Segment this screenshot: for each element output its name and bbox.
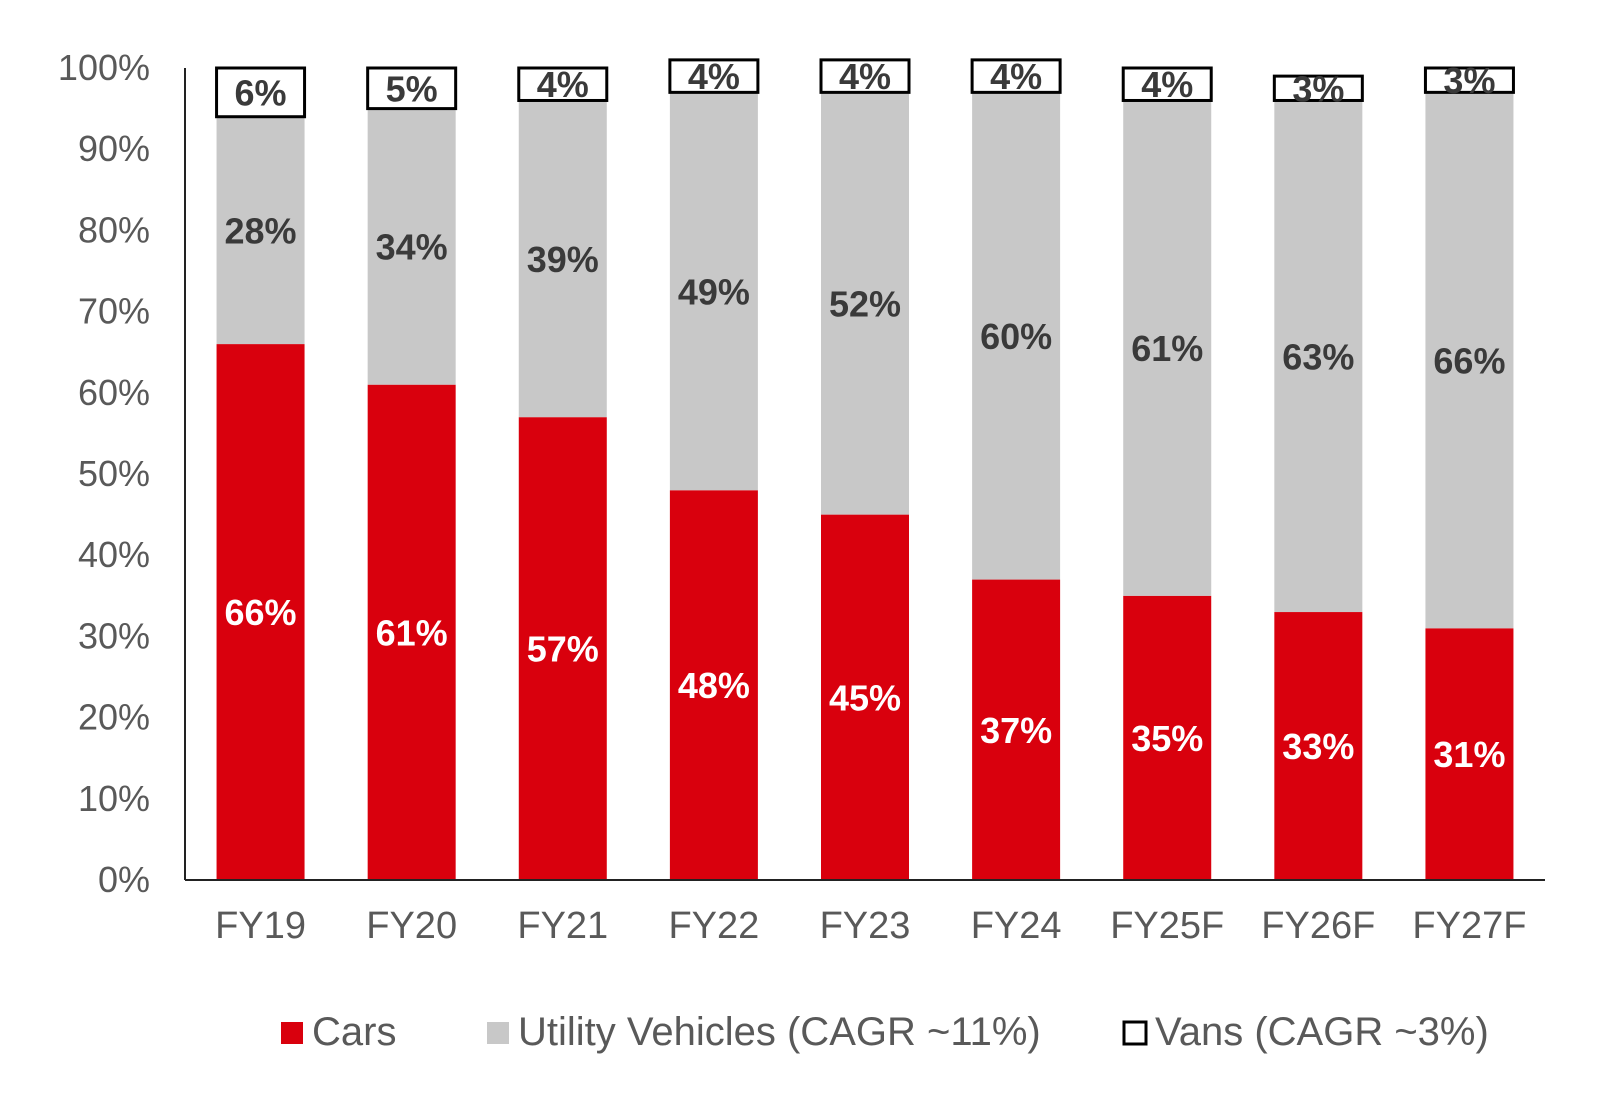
bar-cars-fy21	[518, 417, 607, 880]
bar-cars-fy24	[972, 579, 1061, 880]
bar-vans-fy22	[668, 58, 760, 94]
y-tick-label-0: 0%	[98, 859, 150, 900]
y-tick-label-7: 70%	[78, 291, 150, 332]
bar-cars-fy27f	[1425, 628, 1514, 880]
data-label-utility-vehicles-fy21: 39%	[527, 239, 599, 280]
data-label-vans-fy21: 4%	[537, 64, 589, 105]
bar-cars-fy23	[821, 514, 909, 880]
data-label-cars-fy21: 57%	[527, 629, 599, 670]
legend: Cars Utility Vehicles (CAGR ~11%) Vans (CA…	[281, 1010, 1489, 1054]
bar-utility-vehicles-fy24	[972, 92, 1061, 580]
data-label-utility-vehicles-fy27f: 66%	[1433, 340, 1505, 381]
labels-layer: 66% 28% 6% FY19 61% 34% 5% FY20 57% 39% 4% FY21 48% 4…	[215, 56, 1526, 947]
y-tick-label-1: 10%	[78, 778, 150, 819]
data-label-vans-fy19: 6%	[235, 72, 287, 113]
x-tick-label-fy19: FY19	[215, 905, 306, 947]
x-tick-label-fy26f: FY26F	[1261, 905, 1375, 947]
bar-vans-fy24	[970, 58, 1062, 94]
y-tick-label-5: 50%	[78, 453, 150, 494]
bar-vans-fy27f	[1423, 66, 1515, 94]
data-label-cars-fy26f: 33%	[1282, 726, 1354, 767]
y-tick-label-9: 90%	[78, 128, 150, 169]
bar-vans-fy26f	[1272, 74, 1364, 102]
legend-label-utility-vehicles: Utility Vehicles (CAGR ~11%)	[518, 1010, 1041, 1054]
bar-cars-fy25f	[1123, 595, 1212, 880]
data-label-utility-vehicles-fy23: 52%	[829, 283, 901, 324]
y-tick-label-4: 40%	[78, 534, 150, 575]
data-label-cars-fy23: 45%	[829, 677, 901, 718]
data-label-vans-fy26f: 3%	[1292, 68, 1344, 109]
bar-utility-vehicles-fy23	[821, 92, 909, 515]
bar-vans-fy23	[819, 58, 911, 94]
data-label-utility-vehicles-fy26f: 63%	[1282, 336, 1354, 377]
data-label-vans-fy22: 4%	[688, 56, 740, 97]
y-tick-label-3: 30%	[78, 615, 150, 656]
x-tick-label-fy20: FY20	[366, 905, 457, 947]
data-label-vans-fy24: 4%	[990, 56, 1042, 97]
data-label-cars-fy24: 37%	[980, 710, 1052, 751]
bar-vans-fy19	[215, 66, 307, 119]
bar-cars-fy20	[367, 384, 456, 880]
data-label-cars-fy27f: 31%	[1433, 734, 1505, 775]
data-label-vans-fy27f: 3%	[1443, 60, 1495, 101]
y-tick-label-2: 20%	[78, 697, 150, 738]
bar-cars-fy19	[216, 344, 305, 881]
data-label-vans-fy25f: 4%	[1141, 64, 1193, 105]
legend-item-cars: Cars	[281, 1010, 396, 1054]
data-label-cars-fy25f: 35%	[1131, 718, 1203, 759]
bar-utility-vehicles-fy21	[518, 100, 607, 418]
bar-vans-fy21	[517, 66, 609, 102]
data-label-cars-fy19: 66%	[225, 592, 297, 633]
bar-utility-vehicles-fy26f	[1274, 100, 1363, 613]
data-label-utility-vehicles-fy20: 34%	[376, 227, 448, 268]
x-tick-label-fy27f: FY27F	[1412, 905, 1526, 947]
bar-utility-vehicles-fy22	[669, 92, 758, 491]
legend-label-vans: Vans (CAGR ~3%)	[1155, 1010, 1489, 1054]
x-tick-label-fy21: FY21	[517, 905, 608, 947]
x-tick-label-fy25f: FY25F	[1110, 905, 1224, 947]
legend-item-utility-vehicles: Utility Vehicles (CAGR ~11%)	[487, 1010, 1041, 1054]
axes-layer: 0% 10% 20% 30% 40% 50% 60% 70% 80% 90% 100%	[58, 47, 1545, 900]
bar-utility-vehicles-fy19	[216, 116, 305, 345]
x-tick-label-fy23: FY23	[820, 905, 911, 947]
bars-layer	[215, 58, 1515, 881]
data-label-cars-fy22: 48%	[678, 665, 750, 706]
bar-utility-vehicles-fy25f	[1123, 100, 1212, 596]
x-tick-label-fy24: FY24	[971, 905, 1062, 947]
y-tick-label-10: 100%	[58, 47, 150, 88]
y-tick-label-6: 60%	[78, 372, 150, 413]
legend-label-cars: Cars	[312, 1010, 396, 1054]
bar-cars-fy26f	[1274, 612, 1363, 880]
data-label-utility-vehicles-fy19: 28%	[225, 210, 297, 251]
bar-vans-fy20	[366, 66, 458, 111]
legend-swatch-utility-vehicles	[487, 1022, 509, 1044]
data-label-utility-vehicles-fy25f: 61%	[1131, 328, 1203, 369]
x-tick-label-fy22: FY22	[668, 905, 759, 947]
data-label-cars-fy20: 61%	[376, 612, 448, 653]
legend-item-vans: Vans (CAGR ~3%)	[1122, 1010, 1489, 1054]
bar-vans-fy25f	[1121, 66, 1213, 102]
data-label-vans-fy20: 5%	[386, 68, 438, 109]
data-label-utility-vehicles-fy22: 49%	[678, 271, 750, 312]
bar-utility-vehicles-fy20	[367, 108, 456, 385]
bar-utility-vehicles-fy27f	[1425, 92, 1514, 629]
data-label-utility-vehicles-fy24: 60%	[980, 316, 1052, 357]
bar-cars-fy22	[669, 490, 758, 880]
data-label-vans-fy23: 4%	[839, 56, 891, 97]
legend-swatch-cars	[281, 1022, 303, 1044]
y-tick-label-8: 80%	[78, 209, 150, 250]
legend-swatch-vans	[1122, 1020, 1148, 1046]
